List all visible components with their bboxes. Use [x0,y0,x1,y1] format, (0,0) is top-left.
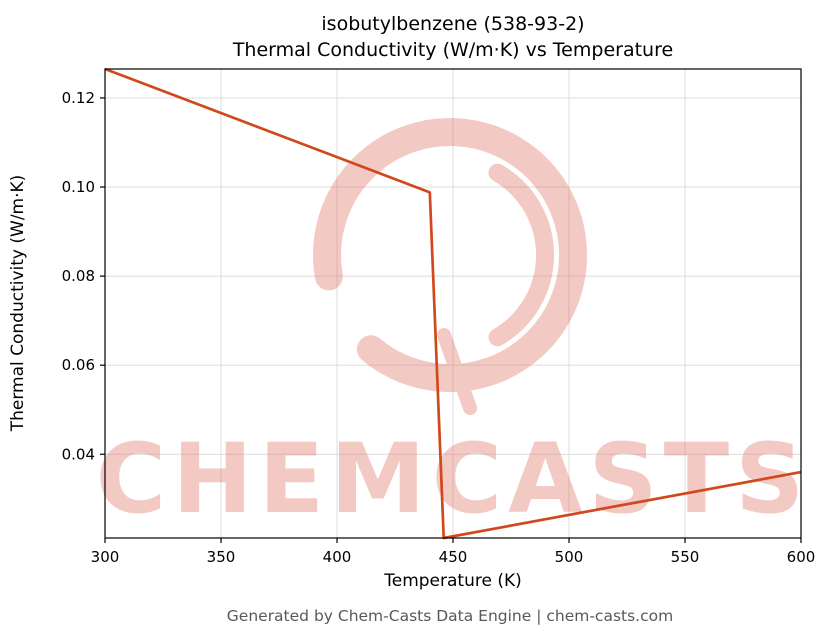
y-axis-label: Thermal Conductivity (W/m·K) [8,175,28,433]
series [104,67,802,540]
y-tick-label: 0.08 [62,267,95,285]
watermark-ring-icon [313,118,587,392]
chart-title-line1: isobutylbenzene (538-93-2) [321,13,584,35]
x-tick-label: 550 [671,548,700,566]
footer-credit: Generated by Chem-Casts Data Engine | ch… [227,607,673,625]
y-tick-label: 0.06 [62,356,95,374]
y-tick-label: 0.04 [62,445,95,463]
x-tick-label: 350 [207,548,236,566]
x-tick-label: 500 [555,548,584,566]
x-tick-label: 400 [323,548,352,566]
y-tick-label: 0.12 [62,89,95,107]
x-axis-label: Temperature (K) [383,571,522,591]
y-tick-label: 0.10 [62,178,95,196]
watermark-text: CHEMCASTS [96,423,810,535]
series-line-thermal-conductivity [104,67,802,540]
axes: 300 350 400 450 500 550 600 0.04 0.06 0.08 0.10 0.1… [62,68,816,566]
x-tick-label: 450 [439,548,468,566]
x-tick-label: 600 [787,548,816,566]
x-tick-label: 300 [91,548,120,566]
chart-title-line2: Thermal Conductivity (W/m·K) vs Temperat… [232,39,673,61]
grid [104,69,802,538]
watermark-logo-icon [313,118,587,415]
watermark-inner-arc-icon [488,163,554,347]
watermark: CHEMCASTS [96,118,810,535]
watermark-slash-icon [437,328,477,415]
